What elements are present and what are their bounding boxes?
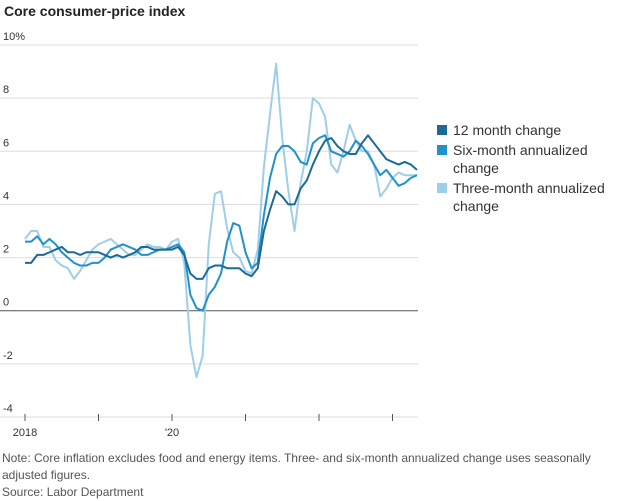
series-line [25, 134, 418, 280]
x-tick-label: '20 [165, 427, 179, 439]
y-tick-label: 4 [3, 190, 9, 202]
x-tick-label: 2018 [13, 427, 37, 439]
y-tick-label: 10% [3, 31, 25, 43]
y-tick-label: 2 [3, 244, 9, 256]
source: Source: Labor Department [2, 485, 144, 499]
note: Note: Core inflation excludes food and e… [2, 451, 591, 482]
legend: 12 month change Six-month annualized chan… [437, 121, 617, 217]
y-tick-label: 0 [3, 297, 9, 309]
legend-item: Three-month annualized change [437, 179, 617, 215]
series-line [25, 134, 418, 312]
legend-swatch [437, 145, 447, 155]
y-tick-label: -2 [3, 350, 13, 362]
chart-title: Core consumer-price index [4, 3, 186, 19]
y-tick-label: 6 [3, 137, 9, 149]
legend-item: Six-month annualized change [437, 141, 617, 177]
series-line [24, 62, 417, 379]
footnote: Note: Core inflation excludes food and e… [2, 450, 614, 501]
legend-label: Three-month annualized change [453, 180, 605, 214]
y-tick-label: 8 [3, 84, 9, 96]
legend-label: Six-month annualized change [453, 142, 588, 176]
legend-swatch [437, 125, 447, 135]
legend-item: 12 month change [437, 121, 617, 139]
legend-label: 12 month change [453, 122, 562, 138]
legend-swatch [437, 183, 447, 193]
y-tick-label: -4 [3, 403, 13, 415]
